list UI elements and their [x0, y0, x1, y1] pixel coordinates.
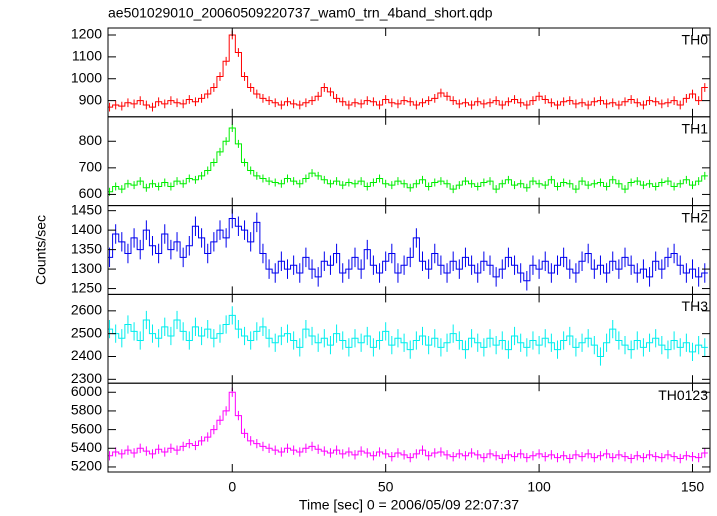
light-curve [108, 34, 708, 108]
panel-frame [107, 116, 711, 207]
y-tick-label: 2400 [71, 347, 102, 363]
light-curve [108, 127, 708, 193]
y-tick-label: 1250 [71, 279, 102, 295]
y-tick-label: 1000 [71, 69, 102, 85]
y-tick-label: 2300 [71, 370, 102, 386]
panel [108, 30, 708, 112]
y-tick-label: 2600 [71, 302, 102, 318]
y-tick-label: 6000 [71, 383, 102, 399]
y-tick-label: 1300 [71, 260, 102, 276]
y-tick-label: 600 [79, 185, 103, 201]
light-curve [108, 217, 708, 282]
y-tick-label: 800 [79, 132, 103, 148]
chart-title: ae501029010_20060509220737_wam0_trn_4ban… [108, 5, 493, 21]
x-tick-label: 50 [378, 479, 394, 495]
panel-label: TH3 [682, 298, 709, 314]
panel-frame [107, 293, 711, 384]
panel [108, 306, 708, 366]
y-axis-label: Counts/sec [33, 215, 49, 285]
y-tick-label: 1350 [71, 240, 102, 256]
panel [108, 208, 708, 291]
y-tick-label: 5400 [71, 439, 102, 455]
x-tick-label: 150 [681, 479, 705, 495]
y-tick-label: 5200 [71, 458, 102, 474]
panel-label: TH1 [682, 121, 709, 137]
y-tick-label: 1400 [71, 221, 102, 237]
x-axis-label: Time [sec] 0 = 2006/05/09 22:07:37 [299, 497, 519, 513]
panel-label: TH2 [682, 209, 709, 225]
y-tick-label: 5800 [71, 402, 102, 418]
x-tick-label: 100 [527, 479, 551, 495]
light-curve [108, 391, 708, 460]
y-tick-label: 5600 [71, 420, 102, 436]
y-tick-label: 1200 [71, 26, 102, 42]
panel-frame [107, 27, 711, 118]
y-tick-label: 2500 [71, 324, 102, 340]
panel-frame [107, 382, 711, 473]
y-tick-label: 1450 [71, 201, 102, 217]
panel [108, 387, 708, 464]
light-curve [108, 314, 708, 357]
panel-frame [107, 205, 711, 295]
panel [108, 123, 708, 196]
x-tick-label: 0 [228, 479, 236, 495]
panel-label: TH0123 [658, 387, 708, 403]
y-tick-label: 900 [79, 91, 103, 107]
y-tick-label: 700 [79, 159, 103, 175]
panel-label: TH0 [682, 32, 709, 48]
y-tick-label: 1100 [72, 48, 102, 64]
